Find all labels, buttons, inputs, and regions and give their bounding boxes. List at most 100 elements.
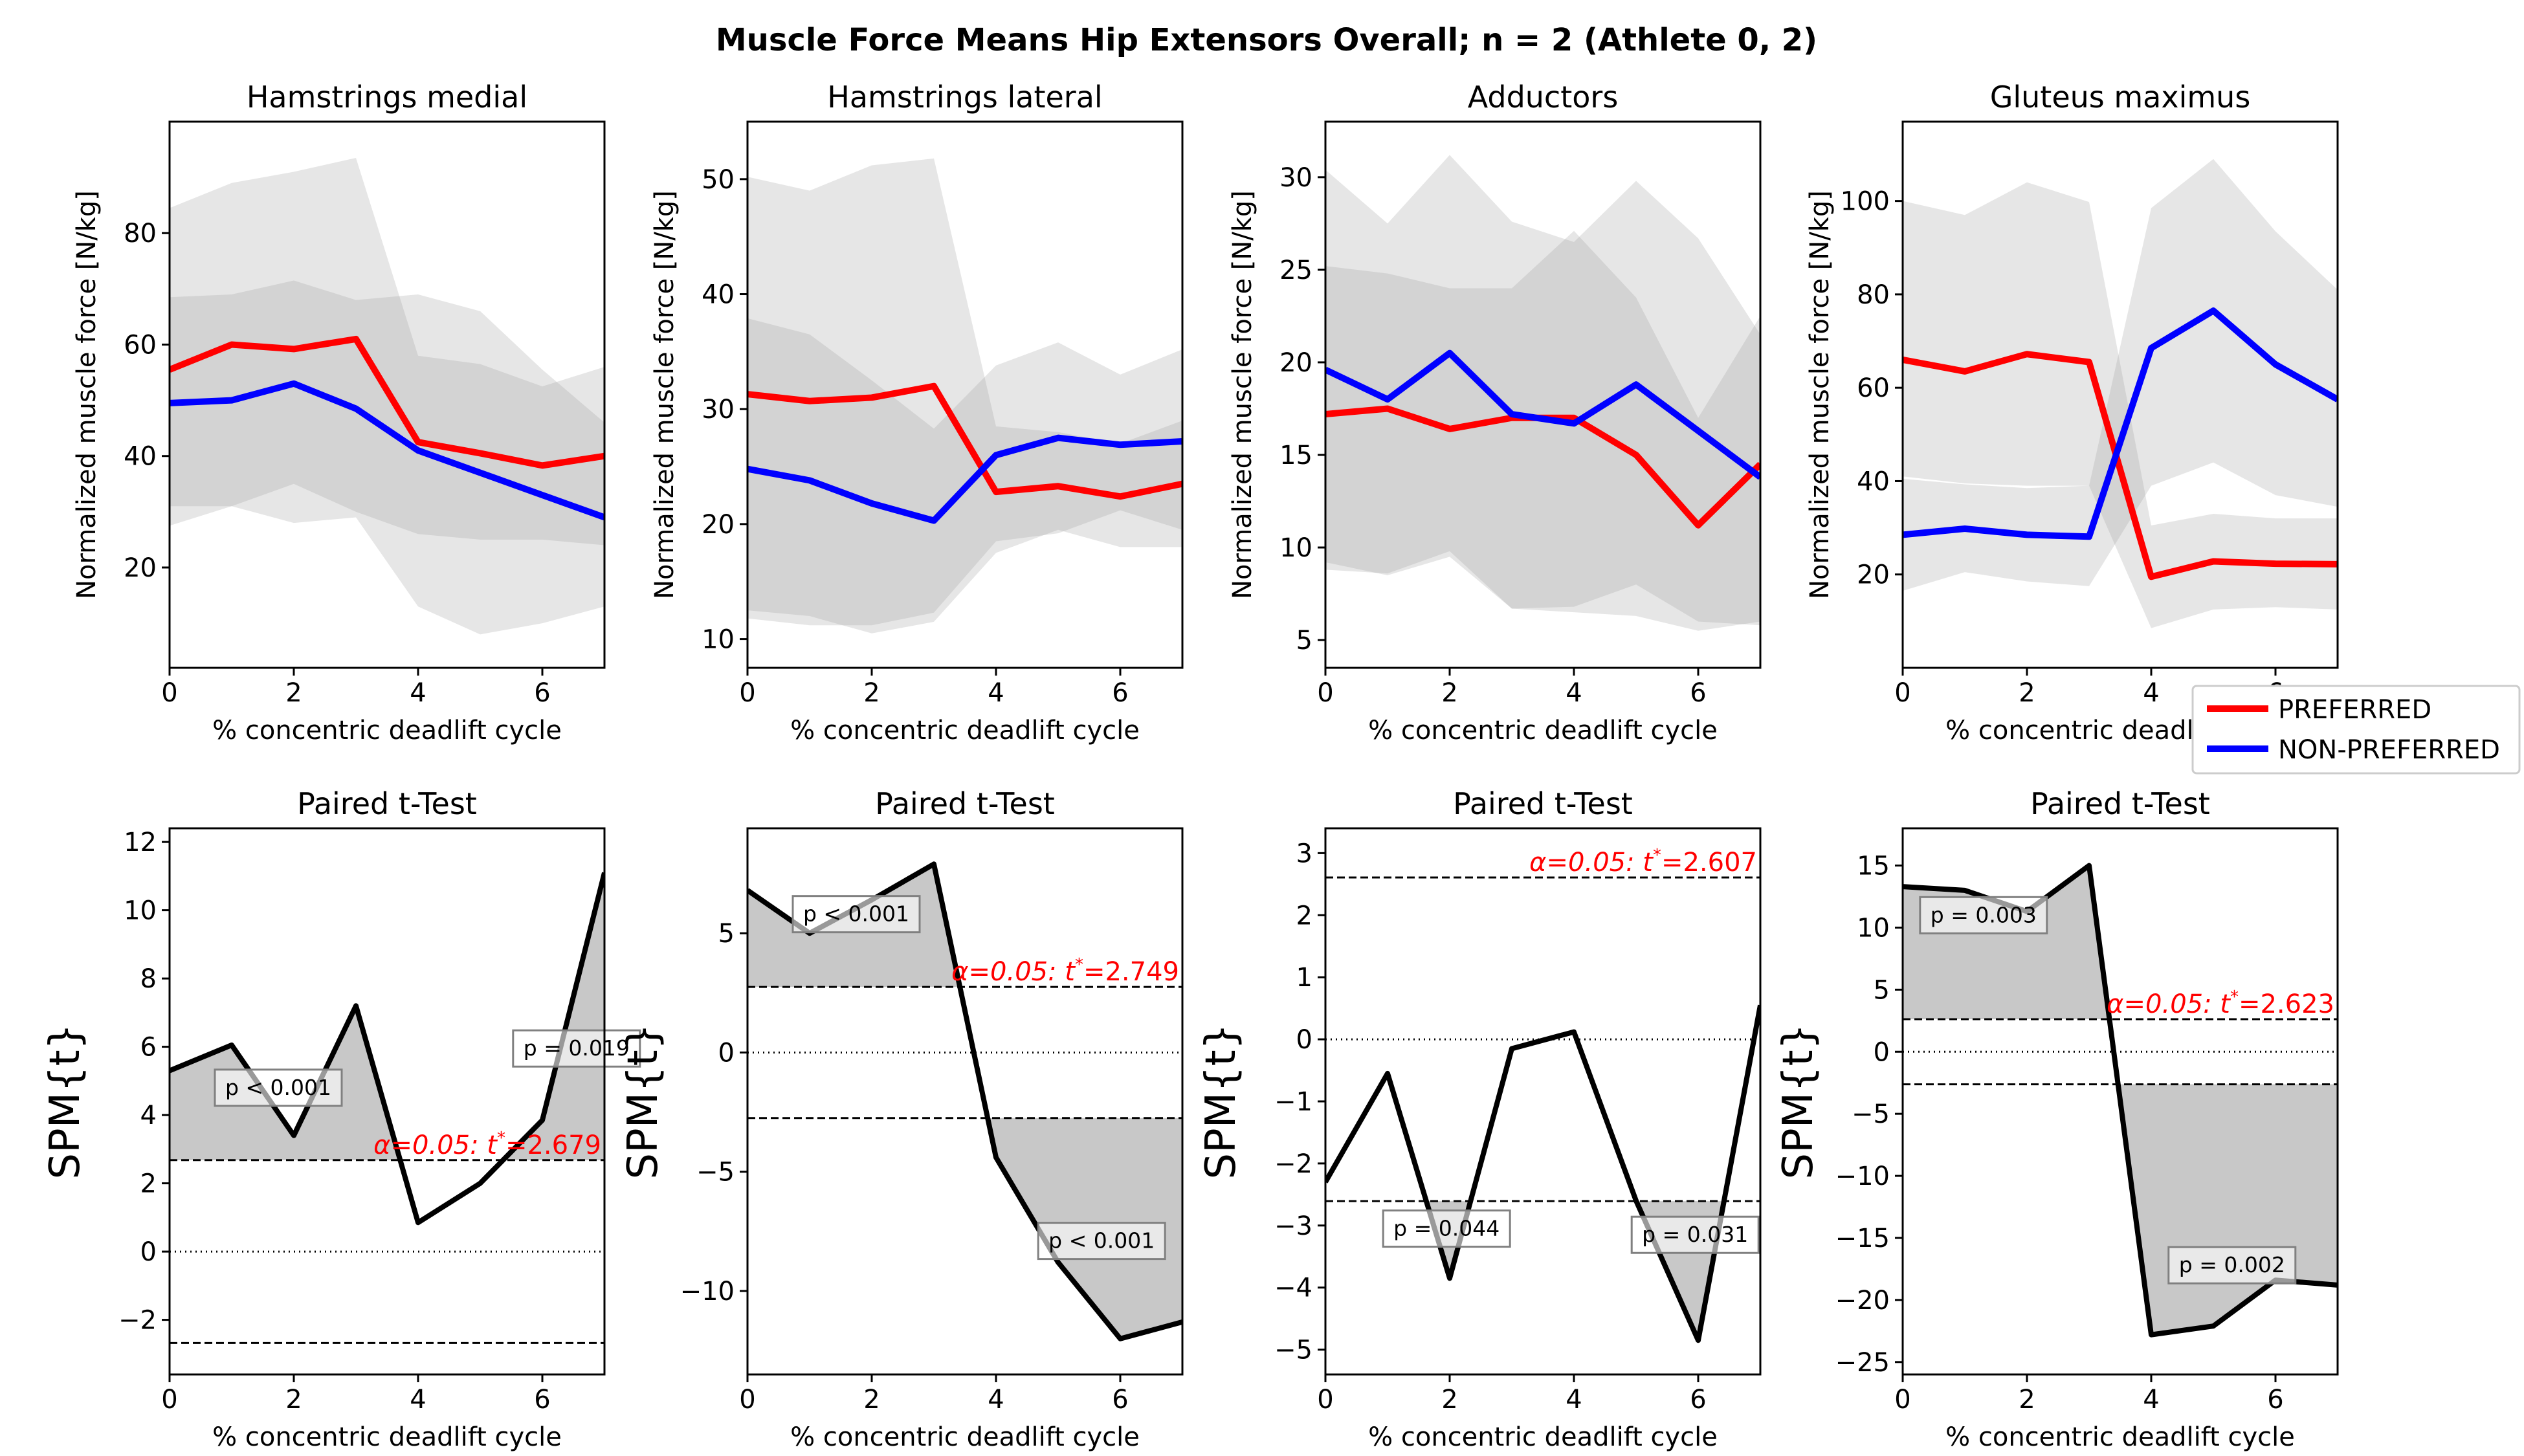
plot-area [747, 158, 1182, 634]
panel-title: Paired t-Test [875, 786, 1055, 821]
y-tick-label: 0 [1296, 1025, 1312, 1055]
data-point [1387, 399, 1388, 400]
y-tick-label: −5 [1274, 1336, 1312, 1365]
band-non-preferred [1325, 155, 1760, 626]
y-tick-label: 3 [1296, 839, 1312, 868]
x-tick-label: 4 [1566, 678, 1582, 708]
plot-area [170, 157, 604, 635]
panel-title: Gluteus maximus [1990, 80, 2251, 115]
x-tick-label: 6 [1690, 1385, 1706, 1415]
cluster-fill [2275, 1084, 2338, 1285]
y-tick-label: 4 [140, 1101, 157, 1131]
data-point [480, 452, 481, 454]
y-tick-label: −4 [1274, 1274, 1312, 1303]
data-point [2213, 310, 2214, 311]
y-tick-label: −3 [1274, 1211, 1312, 1241]
p-value-label: p = 0.003 [1931, 902, 2037, 927]
p-value-label: p = 0.031 [1642, 1222, 1748, 1247]
data-point [2213, 561, 2214, 562]
x-tick-label: 6 [1112, 1385, 1128, 1415]
data-point [1698, 430, 1699, 432]
data-point [995, 491, 997, 492]
axes-frame [746, 827, 1184, 1376]
y-tick-label: −5 [1852, 1099, 1890, 1129]
x-tick-label: 6 [1690, 678, 1706, 708]
p-value-label: p = 0.044 [1393, 1216, 1500, 1241]
x-tick-label: 6 [534, 1385, 550, 1415]
y-tick-label: 8 [140, 964, 157, 994]
y-tick-label: 60 [1857, 373, 1890, 403]
spm-line [1903, 863, 2338, 1338]
spm-line [1325, 1004, 1760, 1343]
p-value-label: p = 0.002 [2179, 1252, 2285, 1277]
data-point [231, 400, 232, 401]
x-axis-label: % concentric deadlift cycle [1945, 1422, 2295, 1452]
y-tick-label: 10 [124, 896, 157, 926]
figure-title: Muscle Force Means Hip Extensors Overall… [716, 22, 1817, 58]
data-point [871, 503, 872, 504]
data-point [1698, 1340, 1699, 1341]
data-point [2088, 362, 2090, 363]
data-point [231, 1044, 232, 1046]
x-tick-label: 2 [2019, 678, 2035, 708]
x-axis-label: % concentric deadlift cycle [790, 716, 1140, 745]
data-point [1635, 384, 1637, 385]
data-point [293, 348, 294, 349]
y-tick-label: 1 [1296, 963, 1312, 993]
y-tick-label: 6 [140, 1033, 157, 1063]
data-point [933, 863, 935, 865]
data-point [995, 454, 997, 456]
y-tick-label: −20 [1835, 1286, 1890, 1316]
data-point [871, 397, 872, 398]
data-point [2213, 1325, 2214, 1327]
y-tick-label: 20 [124, 553, 157, 583]
x-tick-label: 2 [1441, 1385, 1457, 1415]
data-point [2088, 865, 2090, 866]
x-tick-label: 0 [161, 1385, 177, 1415]
p-value-box [1919, 896, 2048, 934]
y-axis-label: Normalized muscle force [N/kg] [650, 190, 680, 599]
data-point [933, 520, 935, 522]
data-point [231, 344, 232, 345]
data-point [1057, 485, 1059, 487]
data-point [293, 383, 294, 384]
x-tick-label: 0 [1894, 678, 1910, 708]
panel-title: Hamstrings lateral [827, 80, 1102, 115]
p-value-label: p = 0.019 [524, 1035, 630, 1061]
y-axis-label: SPM{t} [1197, 1024, 1245, 1180]
data-point [1449, 1277, 1450, 1279]
panel-8: α=0.05: t*=2.623 p = 0.003 p = 0.002 0 2 4 6 −2… [1775, 786, 2339, 1452]
x-axis-label: % concentric deadlift cycle [1368, 716, 1718, 745]
y-tick-label: 2 [140, 1169, 157, 1199]
x-axis-label: % concentric deadlift cycle [790, 1422, 1140, 1452]
y-tick-label: 5 [718, 919, 735, 949]
x-tick-label: 4 [1566, 1385, 1582, 1415]
data-point [542, 494, 543, 496]
p-value-box [1630, 1215, 1760, 1254]
x-tick-label: 4 [2143, 678, 2159, 708]
data-point [1698, 525, 1699, 526]
panel-title: Adductors [1468, 80, 1619, 115]
x-tick-label: 4 [410, 678, 426, 708]
series-line-non-preferred [1903, 307, 2338, 540]
data-point [417, 441, 419, 443]
data-point [1057, 1262, 1059, 1263]
x-tick-label: 2 [2019, 1385, 2035, 1415]
data-point [480, 1183, 481, 1184]
data-point [1120, 444, 1121, 445]
p-value-label: p < 0.001 [1048, 1228, 1155, 1253]
y-tick-label: 12 [124, 828, 157, 857]
p-value-label: p < 0.001 [803, 901, 909, 927]
panel-3: 0 2 4 6 5 10 15 20 25 30 Adductors % concentric dea… [1228, 80, 1762, 745]
x-tick-label: 2 [1441, 678, 1457, 708]
panel-title: Paired t-Test [297, 786, 477, 821]
y-tick-label: 80 [124, 219, 157, 248]
y-tick-label: −10 [680, 1277, 735, 1307]
cluster-fill [2151, 1084, 2213, 1335]
p-value-box [792, 895, 921, 934]
y-tick-label: 60 [124, 330, 157, 360]
axes-frame [746, 120, 1184, 669]
series-line-preferred [1903, 351, 2338, 580]
y-tick-label: 15 [1279, 441, 1312, 470]
data-point [933, 386, 935, 387]
